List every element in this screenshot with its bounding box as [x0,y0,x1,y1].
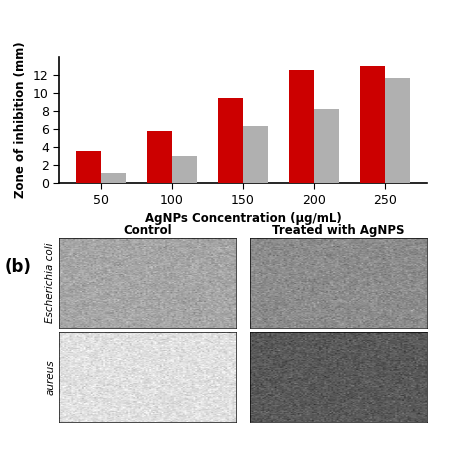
Bar [360,66,385,183]
Y-axis label: aureus: aureus [45,359,55,395]
Bar [385,78,410,183]
Bar [76,151,101,183]
Y-axis label: Zone of inhibition (mm): Zone of inhibition (mm) [14,42,27,199]
Title: Control: Control [123,224,172,237]
Y-axis label: Escherichia coli: Escherichia coli [45,242,55,323]
Bar [218,98,243,183]
Bar [243,126,268,183]
Text: (b): (b) [5,258,32,276]
Bar [314,109,339,183]
Bar [147,130,172,183]
Bar [172,156,197,183]
X-axis label: AgNPs Concentration (μg/mL): AgNPs Concentration (μg/mL) [145,212,341,226]
Title: Treated with AgNPS: Treated with AgNPS [272,224,404,237]
Bar [289,71,314,183]
Bar [101,173,126,183]
